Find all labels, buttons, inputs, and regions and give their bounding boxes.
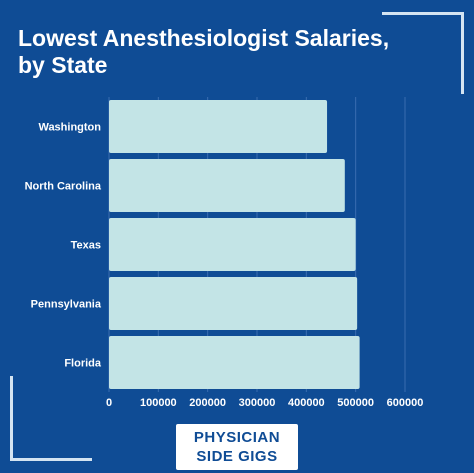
x-tick-label-5: 500000 — [337, 397, 374, 409]
corner-accent-top-right-h — [382, 12, 464, 15]
x-tick-label-0: 0 — [106, 397, 112, 409]
bar-florida — [109, 336, 360, 389]
category-label-pennsylvania: Pennsylvania — [31, 299, 102, 311]
category-label-florida: Florida — [64, 358, 102, 370]
category-label-texas: Texas — [71, 240, 101, 252]
x-tick-label-2: 200000 — [189, 397, 226, 409]
label-layer: Washington North Carolina Texas Pennsylvani… — [25, 122, 424, 410]
corner-accent-top-right-v — [461, 12, 464, 94]
x-tick-label-4: 400000 — [288, 397, 325, 409]
corner-accent-bottom-left-h — [10, 458, 92, 461]
bar-washington — [109, 100, 328, 153]
bar-texas — [109, 218, 356, 271]
x-tick-label-6: 600000 — [387, 397, 424, 409]
bar-layer — [109, 100, 360, 389]
bar-north-carolina — [109, 159, 345, 212]
category-label-washington: Washington — [38, 122, 101, 134]
category-label-north-carolina: North Carolina — [25, 181, 102, 193]
brand-line-1: PHYSICIAN — [193, 429, 281, 446]
x-tick-label-3: 300000 — [239, 397, 276, 409]
x-tick-label-1: 100000 — [140, 397, 177, 409]
corner-accent-bottom-left-v — [10, 376, 13, 461]
bar-pennsylvania — [109, 277, 358, 330]
chart-title: Lowest Anesthesiologist Salaries, by Sta… — [18, 25, 390, 78]
brand-logo: PHYSICIAN SIDE GIGS — [176, 424, 298, 470]
brand-line-2: SIDE GIGS — [196, 448, 278, 465]
